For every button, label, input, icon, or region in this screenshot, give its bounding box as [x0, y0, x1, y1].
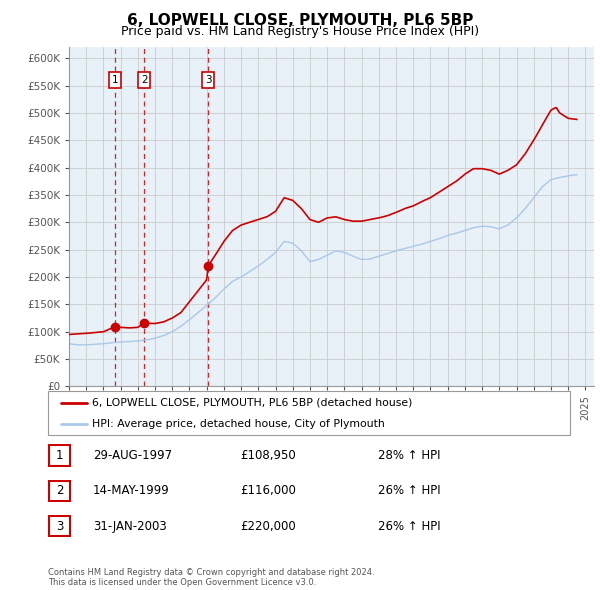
Text: 6, LOPWELL CLOSE, PLYMOUTH, PL6 5BP: 6, LOPWELL CLOSE, PLYMOUTH, PL6 5BP	[127, 13, 473, 28]
Text: 26% ↑ HPI: 26% ↑ HPI	[378, 520, 440, 533]
Text: Price paid vs. HM Land Registry's House Price Index (HPI): Price paid vs. HM Land Registry's House …	[121, 25, 479, 38]
Text: 28% ↑ HPI: 28% ↑ HPI	[378, 449, 440, 462]
Text: 26% ↑ HPI: 26% ↑ HPI	[378, 484, 440, 497]
Text: 1: 1	[56, 449, 63, 462]
Text: 31-JAN-2003: 31-JAN-2003	[93, 520, 167, 533]
FancyBboxPatch shape	[48, 391, 570, 435]
Text: 14-MAY-1999: 14-MAY-1999	[93, 484, 170, 497]
Text: 3: 3	[205, 75, 211, 85]
Text: 1: 1	[112, 75, 118, 85]
Text: £108,950: £108,950	[240, 449, 296, 462]
Text: 6, LOPWELL CLOSE, PLYMOUTH, PL6 5BP (detached house): 6, LOPWELL CLOSE, PLYMOUTH, PL6 5BP (det…	[92, 398, 413, 408]
Text: 2: 2	[56, 484, 63, 497]
Text: £116,000: £116,000	[240, 484, 296, 497]
Text: Contains HM Land Registry data © Crown copyright and database right 2024.
This d: Contains HM Land Registry data © Crown c…	[48, 568, 374, 587]
Text: HPI: Average price, detached house, City of Plymouth: HPI: Average price, detached house, City…	[92, 419, 385, 429]
Text: 2: 2	[141, 75, 148, 85]
Text: £220,000: £220,000	[240, 520, 296, 533]
Text: 29-AUG-1997: 29-AUG-1997	[93, 449, 172, 462]
Text: 3: 3	[56, 520, 63, 533]
